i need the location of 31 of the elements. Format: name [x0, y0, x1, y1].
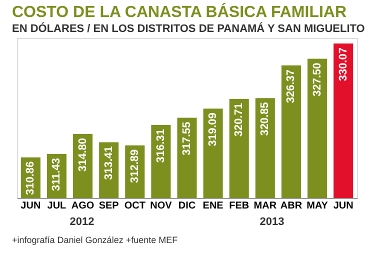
- data-label: 319.09: [207, 112, 220, 146]
- x-tick-label: OCT: [124, 200, 146, 212]
- data-label: 317.55: [181, 122, 193, 156]
- data-label: 310.86: [24, 161, 37, 196]
- x-tick-label: DIC: [178, 200, 196, 212]
- text: 2012: [70, 216, 94, 228]
- x-tick-label: NOV: [150, 200, 172, 212]
- x-tick-label: FEB: [229, 200, 250, 212]
- x-tick-label: JUL: [47, 200, 66, 212]
- data-label: 311.43: [50, 158, 63, 192]
- text: +infografía Daniel González +fuente MEF: [12, 235, 178, 245]
- x-tick-label: JUN: [333, 200, 354, 212]
- x-tick-label: MAR: [254, 200, 278, 212]
- text: 2013: [260, 216, 284, 228]
- data-label: 320.85: [259, 102, 272, 136]
- data-label: 316.31: [154, 129, 167, 163]
- data-label: 330.07: [337, 48, 350, 82]
- x-tick-label: MAY: [306, 200, 328, 212]
- chart-title: COSTO DE LA CANASTA BÁSICA FAMILIAR: [12, 2, 347, 21]
- data-label: 320.71: [233, 102, 246, 137]
- x-tick-label: JUN: [20, 200, 41, 212]
- x-tick-label: SEP: [98, 200, 120, 212]
- x-tick-label: ENE: [202, 200, 224, 212]
- data-label: 326.37: [285, 69, 298, 104]
- data-label: 313.41: [102, 146, 115, 180]
- data-label: 312.89: [128, 149, 141, 183]
- data-label: 327.50: [311, 62, 324, 96]
- x-tick-label: AGO: [71, 200, 94, 212]
- x-tick-label: ABR: [280, 200, 303, 212]
- chart-subtitle: EN DÓLARES / EN LOS DISTRITOS DE PANAMÁ Y SAN MIGUELITO: [12, 22, 366, 35]
- data-label: 314.80: [76, 138, 89, 172]
